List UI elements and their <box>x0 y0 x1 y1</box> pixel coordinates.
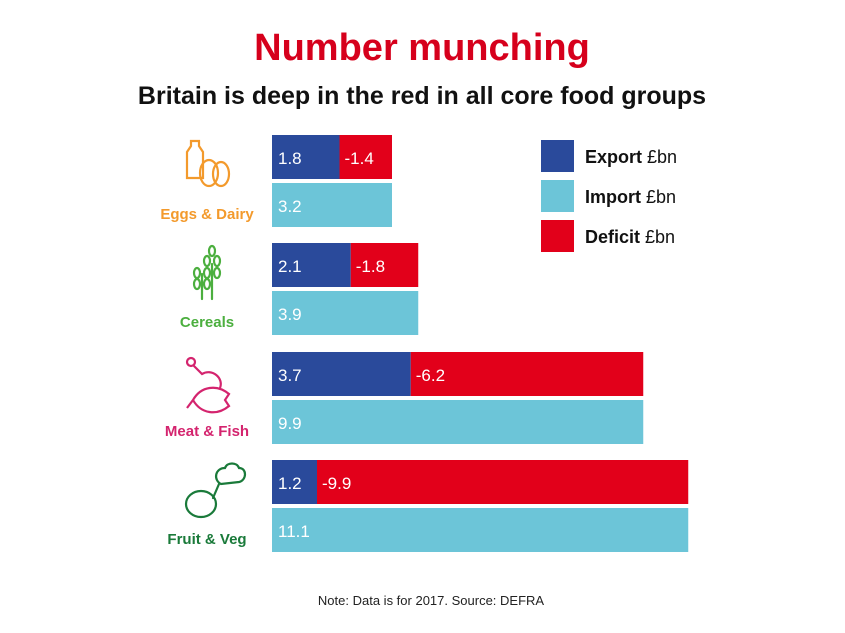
category-row: 2.1 -1.8 3.9 Cereals <box>180 243 419 335</box>
import-bar <box>272 183 392 227</box>
deficit-value-label: -6.2 <box>416 366 445 385</box>
import-bar <box>272 400 644 444</box>
bars-group: 1.8 -1.4 3.2 Eggs & Dairy 2.1 -1.8 3.9 Cereals 3… <box>160 135 689 552</box>
legend-item: Export £bn <box>541 140 677 172</box>
export-value-label: 2.1 <box>278 257 302 276</box>
category-label: Eggs & Dairy <box>160 206 254 223</box>
category-row: 3.7 -6.2 9.9 Meat & Fish <box>165 352 644 444</box>
legend: Export £bn Import £bn Deficit £bn <box>541 140 677 252</box>
export-bar <box>272 243 351 287</box>
deficit-value-label: -9.9 <box>322 474 351 493</box>
import-value-label: 3.9 <box>278 305 302 324</box>
legend-label: Deficit £bn <box>585 227 675 247</box>
category-label: Meat & Fish <box>165 423 249 440</box>
deficit-bar <box>317 460 689 504</box>
legend-label: Import £bn <box>585 187 676 207</box>
deficit-value-label: -1.8 <box>356 257 385 276</box>
lemon-broccoli-icon <box>184 462 247 519</box>
category-row: 1.2 -9.9 11.1 Fruit & Veg <box>167 460 689 552</box>
import-bar <box>272 508 689 552</box>
legend-swatch <box>541 220 574 252</box>
deficit-bar <box>410 352 644 396</box>
category-row: 1.8 -1.4 3.2 Eggs & Dairy <box>160 135 392 227</box>
deficit-bar <box>339 135 392 179</box>
legend-swatch <box>541 140 574 172</box>
milk-eggs-icon <box>185 139 231 188</box>
legend-item: Import £bn <box>541 180 676 212</box>
export-value-label: 3.7 <box>278 366 302 385</box>
category-label: Cereals <box>180 314 234 331</box>
legend-label: Export £bn <box>585 147 677 167</box>
chicken-fish-icon <box>185 356 231 414</box>
import-value-label: 11.1 <box>278 522 310 541</box>
export-value-label: 1.8 <box>278 149 302 168</box>
chart-subtitle: Britain is deep in the red in all core f… <box>138 82 706 110</box>
export-bar <box>272 460 317 504</box>
import-bar <box>272 291 419 335</box>
export-value-label: 1.2 <box>278 474 302 493</box>
import-value-label: 3.2 <box>278 197 302 216</box>
wheat-icon <box>192 244 222 301</box>
import-value-label: 9.9 <box>278 414 302 433</box>
category-label: Fruit & Veg <box>167 531 246 548</box>
legend-item: Deficit £bn <box>541 220 675 252</box>
chart-title: Number munching <box>254 27 590 69</box>
deficit-value-label: -1.4 <box>345 149 374 168</box>
source-note: Note: Data is for 2017. Source: DEFRA <box>318 593 544 608</box>
legend-swatch <box>541 180 574 212</box>
export-bar <box>272 135 340 179</box>
export-bar <box>272 352 411 396</box>
deficit-bar <box>350 243 419 287</box>
